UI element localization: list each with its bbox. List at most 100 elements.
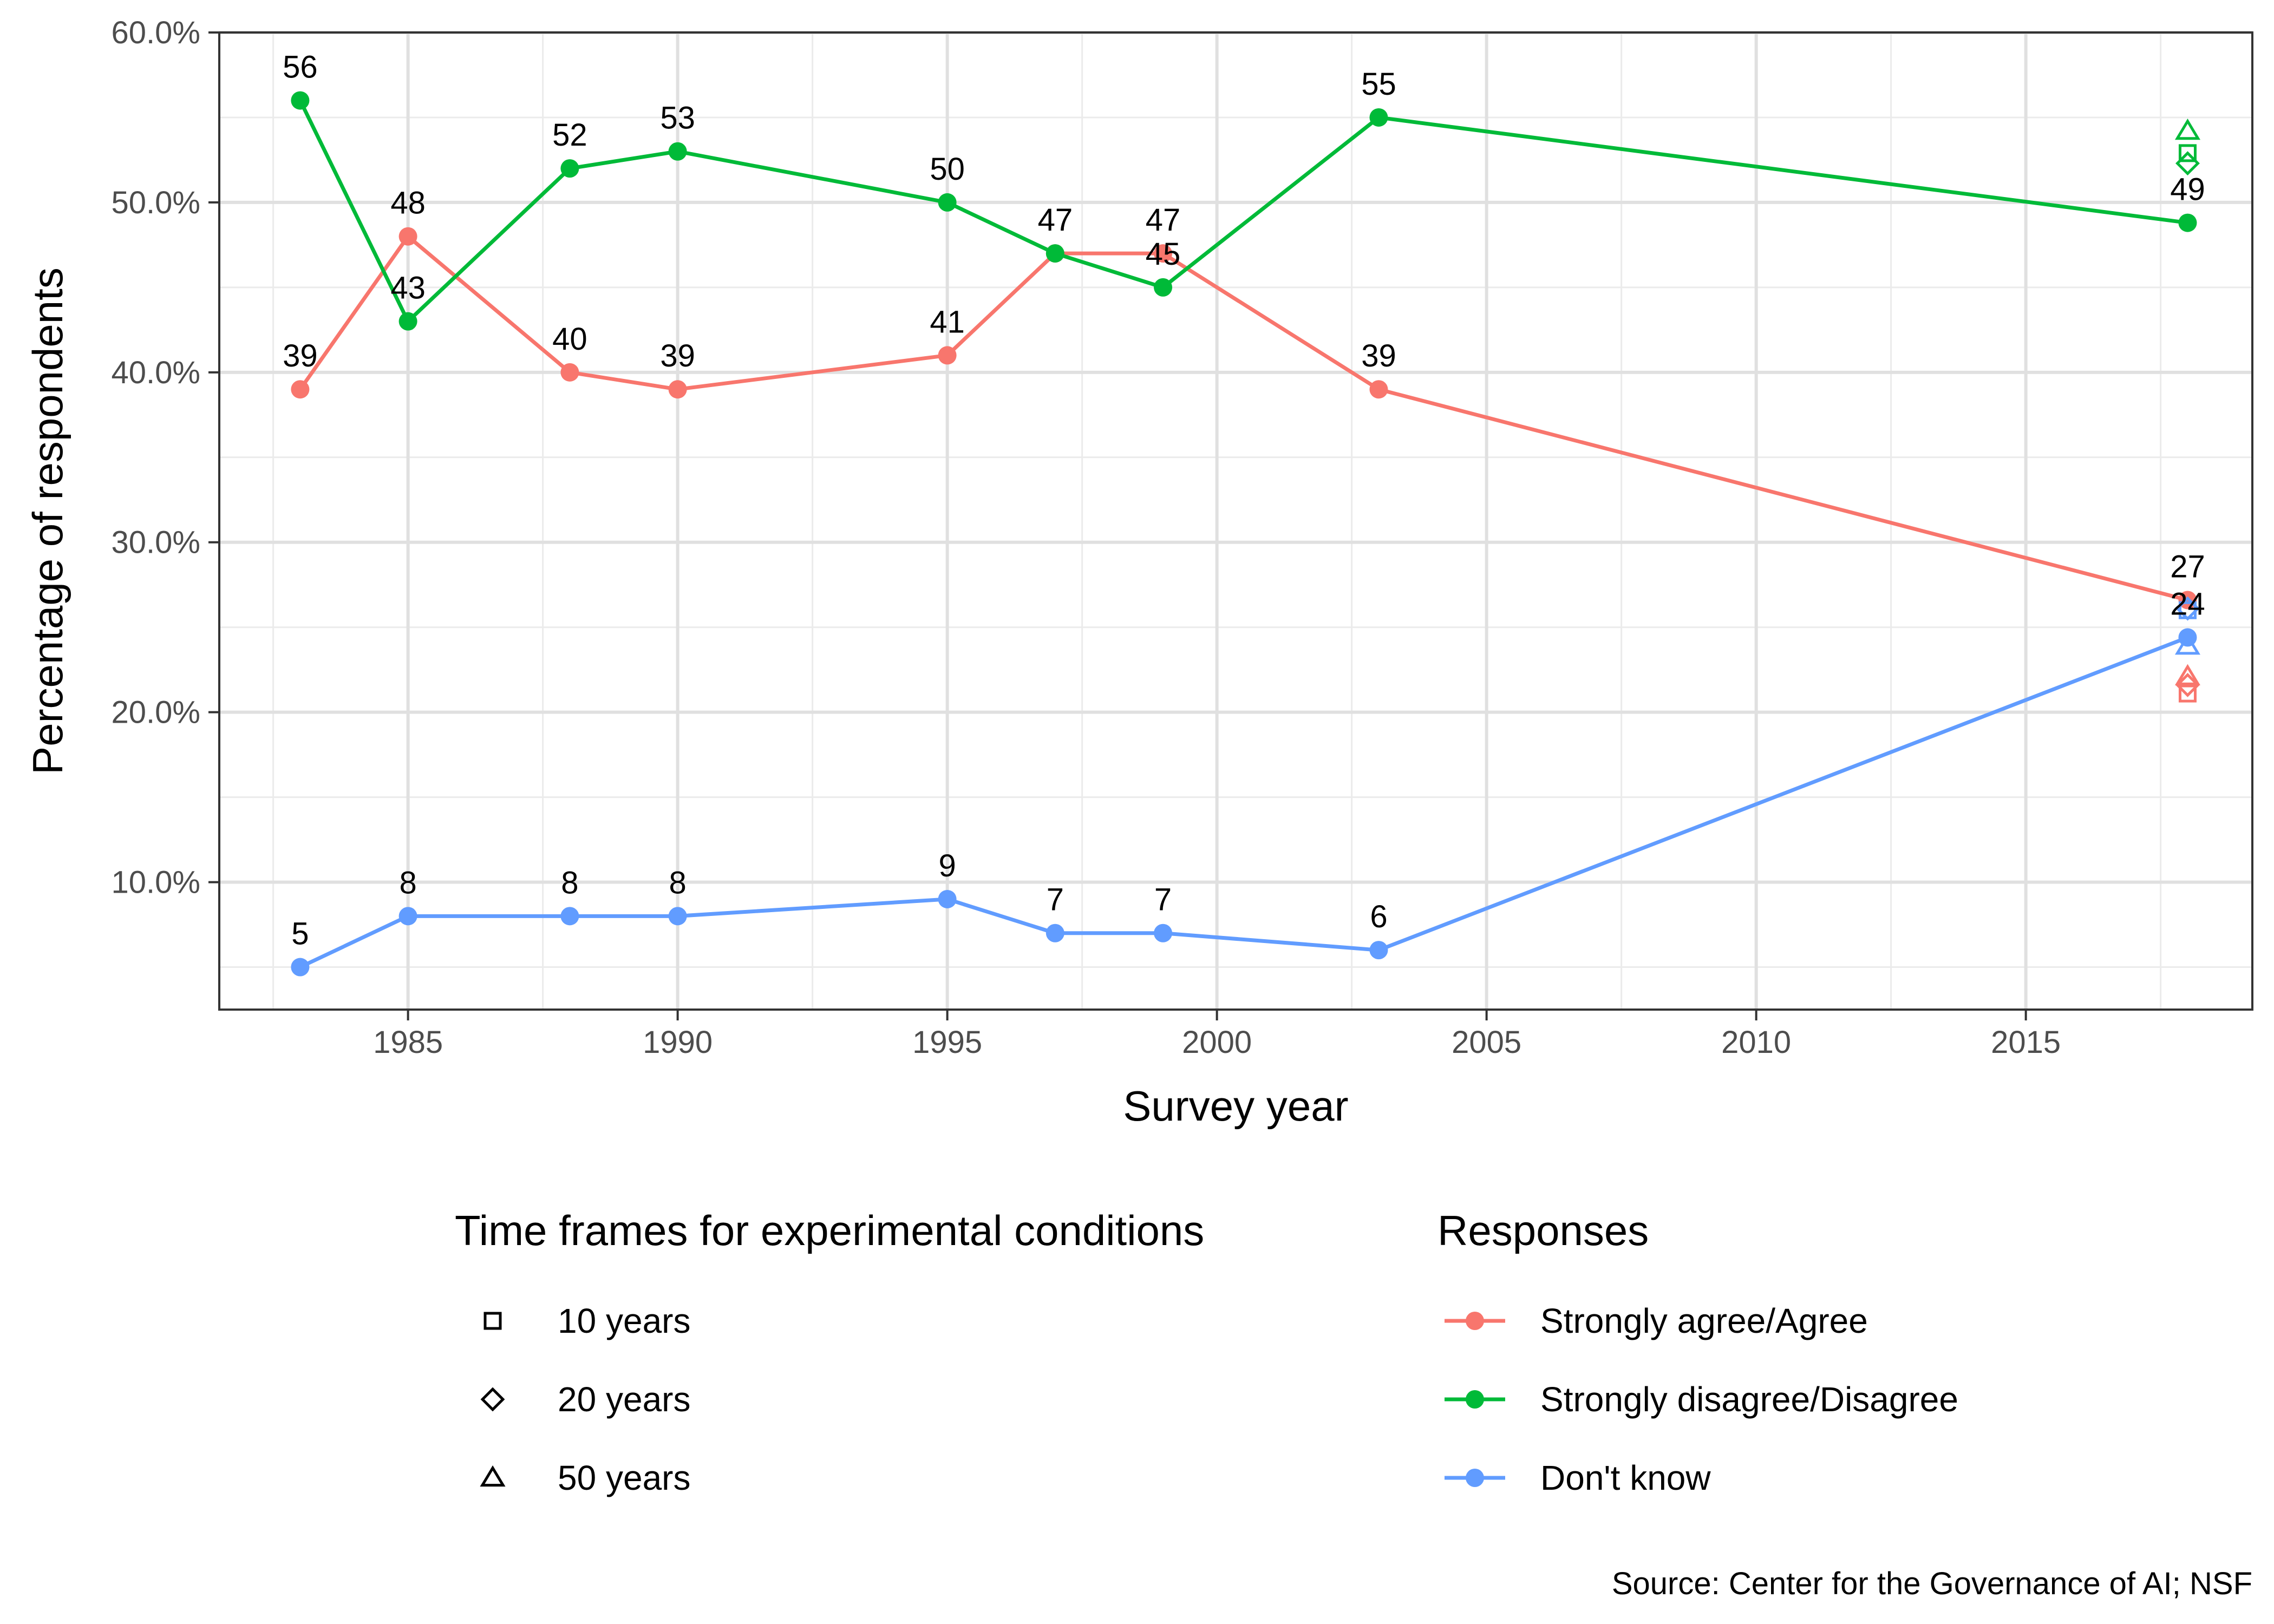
legend-label: 50 years	[558, 1458, 690, 1497]
data-point	[560, 363, 579, 382]
x-tick-label: 1990	[643, 1025, 713, 1060]
data-point	[398, 227, 417, 246]
data-point	[938, 346, 957, 365]
experimental-point-triangle	[2174, 119, 2201, 140]
data-label: 8	[561, 865, 578, 900]
major-gridlines	[219, 31, 2252, 1010]
legend-title: Time frames for experimental conditions	[455, 1207, 1204, 1254]
data-label: 6	[1370, 899, 1387, 934]
legend-label: Strongly agree/Agree	[1540, 1301, 1868, 1340]
data-label: 41	[930, 304, 965, 339]
x-tick-label: 2005	[1452, 1025, 1521, 1060]
data-label: 56	[283, 50, 318, 85]
x-tick-label: 2010	[1721, 1025, 1791, 1060]
legend-label: 10 years	[558, 1301, 690, 1340]
source-caption: Source: Center for the Governance of AI;…	[1612, 1566, 2252, 1601]
axis-ticks	[208, 31, 2027, 1020]
data-point	[291, 91, 310, 110]
y-tick-label: 60.0%	[112, 15, 200, 50]
legend-key-square	[483, 1312, 502, 1330]
series-line	[298, 234, 2188, 602]
data-label: 53	[660, 101, 695, 136]
data-label: 9	[938, 848, 956, 883]
experimental-point-diamond	[2175, 672, 2200, 697]
data-label: 8	[399, 865, 416, 900]
data-label: 47	[1146, 202, 1181, 238]
data-label: 47	[1038, 202, 1073, 238]
legend-label: Don't know	[1540, 1458, 1711, 1497]
data-label: 50	[930, 152, 965, 187]
legend-key-point	[1466, 1390, 1484, 1409]
data-label: 8	[669, 865, 686, 900]
y-tick-label: 50.0%	[112, 185, 200, 220]
experimental-point-triangle	[2174, 633, 2201, 655]
legend-time-frames: Time frames for experimental conditions 1…	[455, 1207, 1204, 1497]
legend-key-triangle	[480, 1465, 506, 1487]
experimental-point-triangle	[2174, 664, 2201, 685]
data-label: 39	[283, 338, 318, 374]
series-line	[299, 636, 2188, 969]
data-point	[398, 312, 417, 331]
y-axis-tick-labels: 10.0% 20.0% 30.0% 40.0% 50.0% 60.0%	[112, 15, 200, 900]
experimental-point-diamond	[2175, 596, 2200, 621]
data-point	[1045, 924, 1064, 942]
x-tick-label: 2000	[1182, 1025, 1252, 1060]
data-point	[1369, 108, 1388, 127]
data-point	[938, 193, 957, 212]
legend-label: 20 years	[558, 1380, 690, 1419]
legend-responses: Responses Strongly agree/Agree Strongly di…	[1437, 1207, 1958, 1497]
y-tick-label: 30.0%	[112, 525, 200, 560]
data-label: 48	[390, 186, 426, 221]
data-point	[560, 907, 579, 926]
data-point	[1154, 278, 1173, 297]
y-tick-label: 40.0%	[112, 355, 200, 390]
x-tick-label: 2015	[1991, 1025, 2061, 1060]
data-label: 7	[1047, 882, 1064, 918]
data-label: 43	[390, 271, 426, 306]
data-label: 49	[2170, 172, 2205, 207]
data-label: 27	[2170, 549, 2205, 584]
data-label: 24	[2170, 587, 2205, 622]
data-label: 7	[1154, 882, 1172, 918]
y-tick-label: 10.0%	[112, 865, 200, 900]
x-axis-tick-labels: 1985 1990 1995 2000 2005 2010 2015	[373, 1025, 2061, 1060]
experimental-point-diamond	[2175, 151, 2200, 176]
series-points	[291, 91, 2197, 977]
legend-key-point	[1466, 1312, 1484, 1330]
legend-title: Responses	[1437, 1207, 1649, 1254]
data-point	[938, 889, 957, 908]
data-point	[2178, 213, 2197, 232]
data-point	[560, 159, 579, 178]
data-point	[668, 142, 687, 161]
data-point	[398, 907, 417, 926]
experimental-points	[2174, 119, 2201, 703]
data-label: 5	[291, 916, 309, 952]
legend-label: Strongly disagree/Disagree	[1540, 1380, 1958, 1419]
series-lines	[298, 100, 2188, 969]
y-axis-title: Percentage of respondents	[24, 267, 71, 775]
data-point	[668, 907, 687, 926]
data-point	[1369, 941, 1388, 960]
data-point	[291, 958, 310, 977]
x-tick-label: 1995	[912, 1025, 982, 1060]
data-point	[291, 380, 310, 399]
data-label: 39	[1361, 338, 1396, 374]
legend-key-diamond	[480, 1387, 505, 1412]
x-axis-title: Survey year	[1123, 1082, 1348, 1130]
data-label: 52	[552, 117, 587, 153]
data-point	[668, 380, 687, 399]
experimental-point-square	[2178, 144, 2197, 162]
data-label: 55	[1361, 67, 1396, 102]
data-label: 40	[552, 322, 587, 357]
data-label: 45	[1146, 237, 1181, 272]
data-label: 47	[1038, 202, 1073, 238]
data-label: 39	[660, 338, 695, 374]
x-tick-label: 1985	[373, 1025, 443, 1060]
data-point	[1154, 924, 1173, 942]
legend-key-point	[1466, 1469, 1484, 1487]
minor-gridlines	[219, 32, 2252, 1010]
data-point	[1154, 244, 1173, 263]
data-point	[1369, 380, 1388, 399]
